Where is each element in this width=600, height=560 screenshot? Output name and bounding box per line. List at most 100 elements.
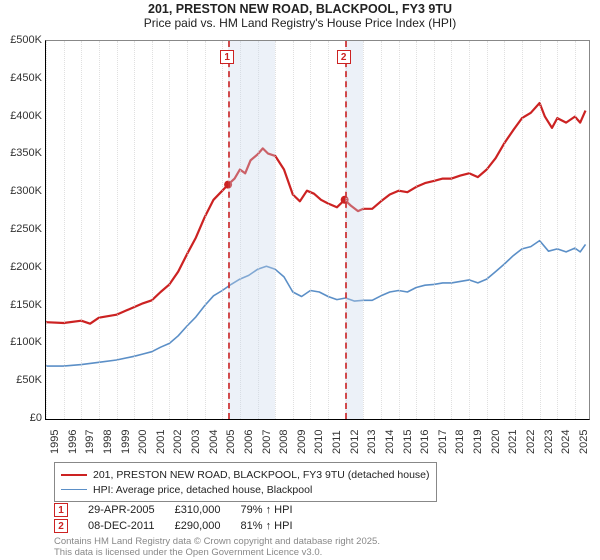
x-tick-label: 2022	[525, 430, 537, 454]
gridline	[169, 41, 170, 419]
x-tick-label: 2014	[384, 430, 396, 454]
gridline	[575, 41, 576, 419]
gridline	[416, 41, 417, 419]
event-line	[345, 41, 347, 419]
x-tick-label: 2009	[296, 430, 308, 454]
gridline	[293, 41, 294, 419]
event-marker: 1	[220, 50, 234, 64]
x-tick-label: 2004	[208, 430, 220, 454]
x-tick-label: 2006	[243, 430, 255, 454]
gridline	[205, 41, 206, 419]
gridline	[540, 41, 541, 419]
legend-swatch	[61, 474, 87, 476]
y-tick-label: £150K	[10, 299, 42, 311]
sale-pct: 81% ↑ HPI	[241, 518, 313, 534]
x-tick-label: 1995	[49, 430, 61, 454]
y-tick-label: £500K	[10, 34, 42, 46]
x-tick-label: 2013	[366, 430, 378, 454]
x-tick-label: 2018	[454, 430, 466, 454]
gridline	[504, 41, 505, 419]
table-row: 2 08-DEC-2011 £290,000 81% ↑ HPI	[54, 518, 313, 534]
x-tick-label: 2012	[349, 430, 361, 454]
sales-table: 1 29-APR-2005 £310,000 79% ↑ HPI 2 08-DE…	[54, 502, 313, 534]
gridline	[363, 41, 364, 419]
x-axis-labels: 1995199619971998199920002001200220032004…	[45, 422, 590, 460]
gridline	[187, 41, 188, 419]
gridline	[99, 41, 100, 419]
event-marker: 2	[337, 50, 351, 64]
x-tick-label: 2010	[313, 430, 325, 454]
gridline	[469, 41, 470, 419]
x-tick-label: 2005	[225, 430, 237, 454]
x-tick-label: 2000	[137, 430, 149, 454]
x-tick-label: 2011	[331, 430, 343, 454]
x-tick-label: 2019	[472, 430, 484, 454]
x-tick-label: 1998	[102, 430, 114, 454]
y-tick-label: £300K	[10, 185, 42, 197]
x-tick-label: 2008	[278, 430, 290, 454]
y-tick-label: £350K	[10, 147, 42, 159]
y-tick-label: £450K	[10, 72, 42, 84]
gridline	[46, 41, 47, 419]
x-tick-label: 2015	[402, 430, 414, 454]
legend-item: HPI: Average price, detached house, Blac…	[61, 482, 430, 497]
y-axis-labels: £0£50K£100K£150K£200K£250K£300K£350K£400…	[0, 40, 44, 420]
gridline	[81, 41, 82, 419]
sale-price: £290,000	[175, 518, 241, 534]
footer: Contains HM Land Registry data © Crown c…	[54, 537, 380, 558]
gridline	[451, 41, 452, 419]
footer-line: This data is licensed under the Open Gov…	[54, 548, 380, 558]
sale-date: 08-DEC-2011	[88, 518, 175, 534]
gridline	[222, 41, 223, 419]
gridline	[434, 41, 435, 419]
x-tick-label: 2001	[155, 430, 167, 454]
x-tick-label: 2016	[419, 430, 431, 454]
gridline	[117, 41, 118, 419]
gridline	[310, 41, 311, 419]
gridline	[152, 41, 153, 419]
legend: 201, PRESTON NEW ROAD, BLACKPOOL, FY3 9T…	[54, 462, 437, 502]
table-row: 1 29-APR-2005 £310,000 79% ↑ HPI	[54, 502, 313, 518]
gridline	[134, 41, 135, 419]
y-tick-label: £250K	[10, 223, 42, 235]
gridline	[328, 41, 329, 419]
shaded-band	[228, 41, 275, 419]
sale-marker: 1	[54, 503, 68, 517]
chart-svg	[46, 41, 589, 419]
x-tick-label: 2023	[543, 430, 555, 454]
y-tick-label: £400K	[10, 110, 42, 122]
x-tick-label: 2007	[261, 430, 273, 454]
sale-price: £310,000	[175, 502, 241, 518]
gridline	[522, 41, 523, 419]
gridline	[557, 41, 558, 419]
y-tick-label: £100K	[10, 336, 42, 348]
event-line	[228, 41, 230, 419]
title-block: 201, PRESTON NEW ROAD, BLACKPOOL, FY3 9T…	[0, 0, 600, 30]
x-tick-label: 2020	[490, 430, 502, 454]
x-tick-label: 2017	[437, 430, 449, 454]
legend-item: 201, PRESTON NEW ROAD, BLACKPOOL, FY3 9T…	[61, 467, 430, 482]
y-tick-label: £50K	[16, 374, 42, 386]
footer-line: Contains HM Land Registry data © Crown c…	[54, 537, 380, 547]
legend-label: 201, PRESTON NEW ROAD, BLACKPOOL, FY3 9T…	[93, 469, 430, 481]
x-tick-label: 2021	[507, 430, 519, 454]
figure: 201, PRESTON NEW ROAD, BLACKPOOL, FY3 9T…	[0, 0, 600, 560]
title-main: 201, PRESTON NEW ROAD, BLACKPOOL, FY3 9T…	[0, 2, 600, 16]
shaded-band	[345, 41, 364, 419]
x-tick-label: 1999	[120, 430, 132, 454]
x-tick-label: 2002	[172, 430, 184, 454]
legend-label: HPI: Average price, detached house, Blac…	[93, 484, 312, 496]
gridline	[64, 41, 65, 419]
gridline	[399, 41, 400, 419]
x-tick-label: 2003	[190, 430, 202, 454]
y-tick-label: £200K	[10, 261, 42, 273]
legend-swatch	[61, 489, 87, 490]
x-tick-label: 2024	[560, 430, 572, 454]
gridline	[275, 41, 276, 419]
x-tick-label: 2025	[578, 430, 590, 454]
gridline	[487, 41, 488, 419]
y-tick-label: £0	[30, 412, 42, 424]
sale-marker: 2	[54, 519, 68, 533]
sale-date: 29-APR-2005	[88, 502, 175, 518]
gridline	[381, 41, 382, 419]
